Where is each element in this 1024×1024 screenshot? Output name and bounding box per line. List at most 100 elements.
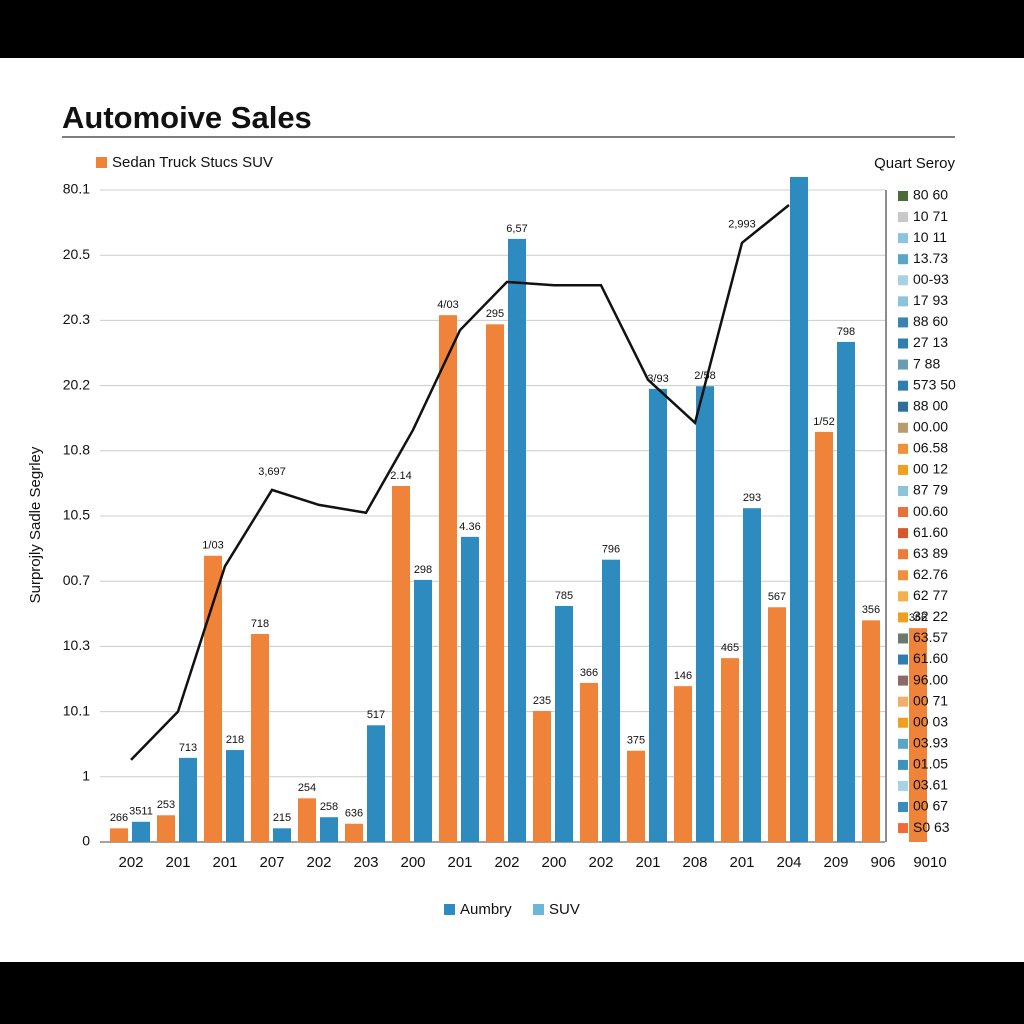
bar (909, 628, 927, 842)
bar (392, 486, 410, 842)
panel-swatch (898, 759, 908, 770)
bar (815, 431, 833, 842)
panel-swatch (898, 338, 908, 349)
panel-label: 7 88 (913, 355, 940, 371)
panel-label: 10 11 (913, 229, 947, 245)
bar (298, 798, 316, 842)
panel-label: 00-93 (913, 271, 949, 287)
x-tick-label: 207 (259, 854, 284, 871)
value-label: 356 (862, 604, 880, 616)
panel-label: 00 03 (913, 713, 948, 729)
panel-label: 96.00 (913, 671, 948, 687)
bar (721, 658, 739, 842)
panel-label: 03.93 (913, 735, 948, 751)
panel-swatch (898, 464, 908, 475)
y-tick-label: 10.3 (63, 637, 90, 653)
value-label: 3511 (129, 806, 153, 818)
panel-swatch (898, 401, 908, 412)
panel-swatch (898, 823, 908, 834)
value-label: 258 (320, 801, 338, 813)
value-label: 517 (367, 709, 385, 721)
value-label: 567 (768, 591, 786, 603)
x-tick-label: 201 (729, 854, 754, 871)
x-tick-label: 9010 (913, 854, 946, 871)
x-tick-label: 209 (823, 854, 848, 871)
bar (649, 388, 667, 842)
x-tick-label: 204 (776, 854, 801, 871)
bar (273, 828, 291, 842)
panel-label: 62 77 (913, 587, 948, 603)
legend-swatch (533, 904, 544, 915)
value-label: 235 (533, 695, 551, 707)
y-tick-label: 20.3 (63, 311, 90, 327)
x-tick-label: 200 (400, 854, 425, 871)
bar (674, 686, 692, 842)
panel-label: 87 79 (913, 482, 948, 498)
value-label: 2.14 (390, 470, 411, 482)
panel-label: 27 13 (913, 334, 948, 350)
bar (508, 238, 526, 842)
panel-swatch (898, 275, 908, 286)
chart-title: Automoive Sales (62, 100, 312, 135)
y-axis-label: Surprojly Sadle Segrley (27, 446, 44, 603)
bar (110, 828, 128, 842)
panel-label: 32 22 (913, 608, 948, 624)
bottom-band (0, 962, 1024, 1024)
bar (320, 817, 338, 842)
panel-label: 573 50 (913, 376, 956, 392)
bar (580, 682, 598, 842)
panel-label: 00.60 (913, 503, 948, 519)
top-band (0, 0, 1024, 58)
panel-swatch (898, 696, 908, 707)
value-label: 253 (157, 799, 175, 811)
y-tick-label: 80.1 (63, 181, 90, 197)
value-label: 215 (273, 812, 291, 824)
bar (533, 710, 551, 842)
bar (555, 605, 573, 842)
legend-label: Sedan Truck Stucs SUV (112, 154, 273, 171)
x-tick-label: 200 (541, 854, 566, 871)
value-label: 785 (555, 590, 573, 602)
panel-swatch (898, 738, 908, 749)
x-tick-label: 203 (353, 854, 378, 871)
bar (414, 579, 432, 842)
y-tick-label: 10.1 (63, 702, 90, 718)
panel-label: 06.58 (913, 440, 948, 456)
bar (367, 725, 385, 842)
x-tick-label: 201 (212, 854, 237, 871)
panel-swatch (898, 233, 908, 244)
bar (251, 634, 269, 842)
bar (461, 536, 479, 842)
bar (743, 508, 761, 842)
panel-swatch (898, 570, 908, 581)
value-label: 4/03 (437, 299, 458, 311)
panel-label: 00 71 (913, 692, 948, 708)
x-tick-label: 201 (165, 854, 190, 871)
bar (439, 315, 457, 843)
value-label: 218 (226, 734, 244, 746)
panel-swatch (898, 780, 908, 791)
panel-swatch (898, 359, 908, 370)
legend-label: SUV (549, 901, 580, 918)
panel-swatch (898, 802, 908, 813)
panel-label: 63.57 (913, 629, 948, 645)
value-label: 465 (721, 642, 739, 654)
panel-title: Quart Seroy (874, 155, 955, 172)
bar (132, 821, 150, 842)
value-label: 295 (486, 308, 504, 320)
panel-label: 61.60 (913, 524, 948, 540)
panel-swatch (898, 485, 908, 496)
panel-swatch (898, 591, 908, 602)
panel-swatch (898, 507, 908, 518)
line-label: 2,993 (728, 219, 756, 231)
panel-swatch (898, 528, 908, 539)
panel-swatch (898, 717, 908, 728)
x-tick-label: 202 (118, 854, 143, 871)
bar (862, 620, 880, 842)
value-label: 796 (602, 544, 620, 556)
panel-swatch (898, 654, 908, 665)
bar (179, 757, 197, 842)
panel-swatch (898, 633, 908, 644)
panel-swatch (898, 443, 908, 454)
